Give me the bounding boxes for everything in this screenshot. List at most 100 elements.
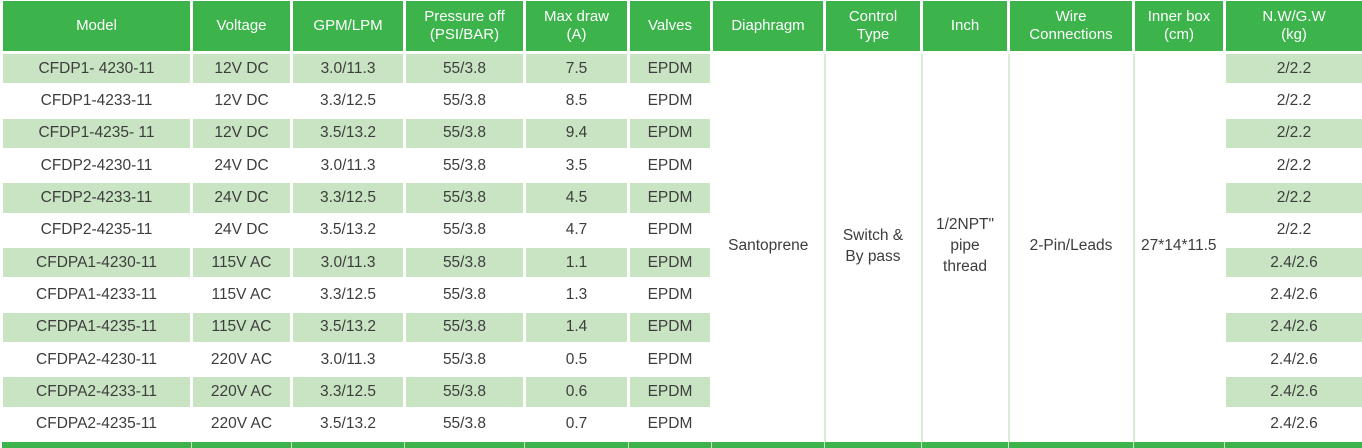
table-body: CFDP1- 4230-11 12V DC 3.0/11.3 55/3.8 7.5 EPD… [0, 50, 1362, 443]
cell-model: CFDPA1-4230-11 [0, 244, 193, 281]
cell-nw-gw: 2/2.2 [1223, 180, 1362, 216]
cell-valves: EPDM [627, 212, 713, 248]
cell-gpm-lpm: 3.0/11.3 [290, 50, 406, 87]
cell-max-draw: 1.3 [523, 277, 630, 313]
cell-voltage: 115V AC [190, 244, 293, 281]
table-row: CFDPA2-4235-11 220V AC 3.5/13.2 55/3.8 0.7 EP… [0, 406, 1362, 443]
cell-model: CFDP2-4233-11 [0, 180, 193, 216]
table-row: CFDP1-4235- 11 12V DC 3.5/13.2 55/3.8 9.4 EPD… [0, 115, 1362, 151]
cell-voltage: 24V DC [190, 147, 293, 184]
cell-nw-gw: 2.4/2.6 [1223, 244, 1362, 281]
cell-nw-gw: 2.4/2.6 [1223, 374, 1362, 410]
col-header-voltage: Voltage [190, 0, 293, 54]
cell-voltage: 12V DC [190, 50, 293, 87]
merged-cell-diaphragm: Santoprene [711, 52, 825, 441]
cell-nw-gw: 2.4/2.6 [1223, 406, 1362, 443]
cell-nw-gw: 2/2.2 [1223, 212, 1362, 248]
cell-pressure-off: 55/3.8 [403, 83, 526, 119]
cell-max-draw: 4.7 [523, 212, 630, 248]
table-row: CFDPA2-4233-11 220V AC 3.3/12.5 55/3.8 0.6 EP… [0, 374, 1362, 410]
header-row: Model Voltage GPM/LPM Pressure off (PSI/… [0, 0, 1362, 54]
table-header: Model Voltage GPM/LPM Pressure off (PSI/… [0, 0, 1362, 54]
cell-nw-gw: 2.4/2.6 [1223, 309, 1362, 345]
footer-bar-row [1, 439, 1362, 448]
table-footer-bar [1, 439, 1362, 448]
col-header-gpm-lpm: GPM/LPM [290, 0, 406, 54]
cell-voltage: 12V DC [190, 83, 293, 119]
table-row: CFDP1-4233-11 12V DC 3.3/12.5 55/3.8 8.5 EPDM… [0, 83, 1362, 119]
cell-voltage: 220V AC [190, 406, 293, 443]
col-header-control-type: Control Type [823, 0, 923, 54]
table-row: CFDPA2-4230-11 220V AC 3.0/11.3 55/3.8 0.5 EP… [0, 341, 1362, 378]
cell-gpm-lpm: 3.5/13.2 [290, 115, 406, 151]
merged-cell-wire-connections: 2-Pin/Leads [1007, 52, 1134, 441]
cell-max-draw: 4.5 [523, 180, 630, 216]
cell-voltage: 115V AC [190, 277, 293, 313]
cell-voltage: 24V DC [190, 212, 293, 248]
cell-valves: EPDM [627, 277, 713, 313]
cell-model: CFDPA2-4235-11 [0, 406, 193, 443]
footer-bar-segment [824, 439, 922, 448]
cell-valves: EPDM [627, 244, 713, 281]
cell-voltage: 220V AC [190, 374, 293, 410]
cell-pressure-off: 55/3.8 [403, 277, 526, 313]
cell-nw-gw: 2/2.2 [1223, 83, 1362, 119]
cell-valves: EPDM [627, 374, 713, 410]
cell-valves: EPDM [627, 83, 713, 119]
cell-gpm-lpm: 3.0/11.3 [290, 341, 406, 378]
cell-gpm-lpm: 3.3/12.5 [290, 374, 406, 410]
cell-max-draw: 9.4 [523, 115, 630, 151]
table-row: CFDPA1-4230-11 115V AC 3.0/11.3 55/3.8 1.1 EP… [0, 244, 1362, 281]
footer-bar-segment [1224, 439, 1362, 448]
cell-max-draw: 0.5 [523, 341, 630, 378]
cell-pressure-off: 55/3.8 [403, 147, 526, 184]
cell-model: CFDPA2-4233-11 [0, 374, 193, 410]
cell-nw-gw: 2/2.2 [1223, 50, 1362, 87]
cell-valves: EPDM [627, 147, 713, 184]
cell-max-draw: 1.1 [523, 244, 630, 281]
footer-bar-segment [628, 439, 712, 448]
footer-bar-segment [524, 439, 629, 448]
col-header-valves: Valves [627, 0, 713, 54]
cell-max-draw: 3.5 [523, 147, 630, 184]
col-header-wire-connections: Wire Connections [1007, 0, 1135, 54]
table-row: CFDP1- 4230-11 12V DC 3.0/11.3 55/3.8 7.5 EPD… [0, 50, 1362, 441]
cell-nw-gw: 2/2.2 [1223, 115, 1362, 151]
cell-pressure-off: 55/3.8 [403, 180, 526, 216]
footer-bar-segment [1, 439, 192, 448]
merged-cell-inner-box: 27*14*11.5 [1132, 52, 1225, 441]
cell-model: CFDPA2-4230-11 [0, 341, 193, 378]
cell-pressure-off: 55/3.8 [403, 341, 526, 378]
cell-gpm-lpm: 3.5/13.2 [290, 309, 406, 345]
cell-valves: EPDM [627, 406, 713, 443]
cell-gpm-lpm: 3.3/12.5 [290, 83, 406, 119]
cell-max-draw: 7.5 [523, 50, 630, 87]
cell-nw-gw: 2.4/2.6 [1223, 277, 1362, 313]
cell-pressure-off: 55/3.8 [403, 309, 526, 345]
cell-model: CFDP1- 4230-11 [0, 50, 193, 87]
cell-gpm-lpm: 3.5/13.2 [290, 406, 406, 443]
cell-nw-gw: 2/2.2 [1223, 147, 1362, 184]
table-row: CFDP2-4235-11 24V DC 3.5/13.2 55/3.8 4.7 EPDM… [0, 212, 1362, 248]
cell-nw-gw: 2.4/2.6 [1223, 341, 1362, 378]
cell-pressure-off: 55/3.8 [403, 374, 526, 410]
cell-model: CFDPA1-4233-11 [0, 277, 193, 313]
table-row: CFDPA1-4233-11 115V AC 3.3/12.5 55/3.8 1.3 EP… [0, 277, 1362, 313]
footer-bar-segment [404, 439, 525, 448]
cell-max-draw: 0.6 [523, 374, 630, 410]
cell-max-draw: 8.5 [523, 83, 630, 119]
merged-cell-control-type: Switch & By pass [823, 52, 922, 441]
cell-voltage: 24V DC [190, 180, 293, 216]
table-row: CFDP2-4233-11 24V DC 3.3/12.5 55/3.8 4.5 EPDM… [0, 180, 1362, 216]
cell-valves: EPDM [627, 50, 713, 87]
cell-max-draw: 0.7 [523, 406, 630, 443]
footer-bar-segment [711, 439, 825, 448]
cell-valves: EPDM [627, 180, 713, 216]
cell-gpm-lpm: 3.5/13.2 [290, 212, 406, 248]
cell-pressure-off: 55/3.8 [403, 212, 526, 248]
col-header-pressure-off: Pressure off (PSI/BAR) [403, 0, 526, 54]
col-header-model: Model [0, 0, 193, 54]
footer-bar-segment [291, 439, 405, 448]
merged-cell-inch: 1/2NPT" pipe thread [920, 52, 1009, 441]
